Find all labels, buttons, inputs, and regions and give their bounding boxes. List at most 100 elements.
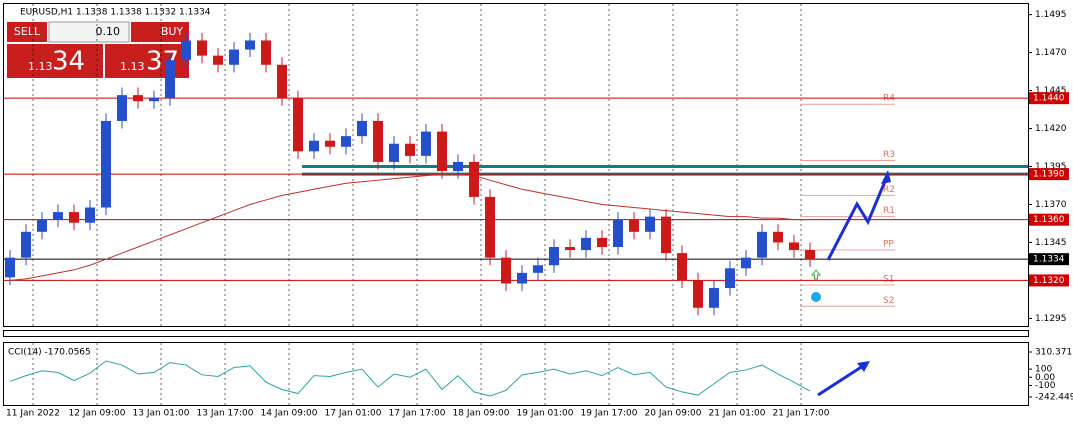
candle-body (725, 268, 735, 289)
candle-body (453, 161, 463, 172)
cci-panel (3, 342, 1029, 406)
y-tick-label: 1.1470 (1035, 48, 1067, 58)
x-tick-label: 21 Jan 17:00 (773, 409, 830, 419)
x-tick-label: 17 Jan 17:00 (389, 409, 446, 419)
x-tick-label: 20 Jan 09:00 (645, 409, 702, 419)
pivot-label: S2 (883, 296, 894, 306)
candle-body (581, 237, 591, 251)
candle-body (21, 231, 31, 258)
candle-body (37, 219, 47, 232)
candle-body (229, 49, 239, 65)
cci-tick-label: -100 (1035, 381, 1056, 391)
bid-box[interactable] (7, 44, 103, 78)
cci-tick-label: 100 (1035, 365, 1052, 375)
moving-average (9, 173, 810, 281)
pivot-label: R4 (883, 94, 895, 104)
trade-panel: SELL 0.10 BUY 1.13 34 1.13 37 (7, 21, 189, 78)
candle-body (709, 288, 719, 308)
candle-body (469, 161, 479, 197)
candle-body (293, 98, 303, 152)
candle-body (661, 216, 671, 254)
candle-body (693, 280, 703, 308)
up-arrow-icon (810, 269, 822, 280)
candle-body (805, 250, 815, 260)
x-tick-label: 19 Jan 17:00 (581, 409, 638, 419)
candle-body (325, 140, 335, 147)
candle-body (789, 242, 799, 251)
candle-body (629, 219, 639, 232)
candle-body (85, 207, 95, 223)
bid-big: 1.13 (28, 60, 53, 73)
candle-body (741, 257, 751, 269)
y-tick-label: 1.1445 (1035, 86, 1067, 96)
candle-body (69, 212, 79, 223)
candle-body (133, 95, 143, 102)
cci-label: CCI(14) -170.0565 (8, 348, 91, 358)
x-tick-label: 17 Jan 01:00 (325, 409, 382, 419)
price-tag-label: 1.1390 (1033, 170, 1065, 180)
price-tag (1029, 253, 1069, 266)
pivot-label: R1 (883, 206, 895, 216)
candle-body (149, 98, 159, 102)
separator (3, 330, 1029, 337)
arrow-head (881, 170, 891, 184)
candle-body (405, 143, 415, 156)
candle-body (261, 40, 271, 65)
candle-body (677, 253, 687, 281)
candle-body (565, 247, 575, 251)
price-tag (1029, 213, 1069, 226)
cci-line (9, 360, 811, 397)
ask-big: 1.13 (120, 60, 145, 73)
bid-pips: 34 (52, 47, 85, 77)
candle-body (389, 143, 399, 162)
candle-body (309, 140, 319, 152)
x-tick-label: 21 Jan 01:00 (709, 409, 766, 419)
price-tag-label: 1.1334 (1033, 255, 1065, 265)
x-tick-label: 18 Jan 09:00 (453, 409, 510, 419)
price-tag (1029, 168, 1069, 181)
arrow-head (857, 361, 870, 372)
pivot-label: PP (883, 240, 894, 250)
candle-body (245, 40, 255, 50)
candle-body (597, 237, 607, 248)
forecast-arrow (826, 173, 890, 261)
pivot-label: R2 (883, 185, 895, 195)
y-tick-label: 1.1495 (1035, 10, 1067, 20)
price-tag-label: 1.1440 (1033, 94, 1065, 104)
main-panel (3, 3, 1029, 327)
price-tag (1029, 92, 1069, 105)
candle-body (341, 136, 351, 147)
candle-body (485, 196, 495, 258)
candle-body (421, 131, 431, 156)
chart-title: EURUSD,H1 1.1338 1.1338 1.1332 1.1334 (20, 8, 211, 18)
x-tick-label: 13 Jan 17:00 (197, 409, 254, 419)
y-tick-label: 1.1420 (1035, 124, 1067, 134)
x-tick-label: 19 Jan 01:00 (517, 409, 574, 419)
candle-body (53, 212, 63, 220)
candle-body (213, 55, 223, 65)
candle-body (181, 40, 191, 61)
buy-label: BUY (161, 25, 184, 38)
buy-button[interactable] (131, 22, 189, 42)
candle-body (117, 95, 127, 121)
candle-body (437, 131, 447, 172)
x-tick-label: 11 Jan 2022 (6, 409, 60, 419)
lots-input[interactable] (48, 21, 130, 43)
price-tag (1029, 274, 1069, 287)
drawn-arrows (810, 170, 891, 397)
cci-arrow (817, 362, 867, 397)
pivot-label: S1 (883, 274, 894, 284)
cci-tick-label: 0.00 (1035, 373, 1055, 383)
sell-label: SELL (14, 25, 41, 38)
price-tag-label: 1.1360 (1033, 215, 1065, 225)
candle-body (197, 40, 207, 56)
signal-dot (811, 292, 821, 302)
y-tick-label: 1.1295 (1035, 314, 1067, 324)
candle-body (613, 219, 623, 248)
sell-button[interactable] (7, 22, 47, 42)
y-tick-label: 1.1395 (1035, 162, 1067, 172)
y-tick-label: 1.1345 (1035, 238, 1067, 248)
candle-body (517, 272, 527, 284)
candle-body (773, 231, 783, 243)
